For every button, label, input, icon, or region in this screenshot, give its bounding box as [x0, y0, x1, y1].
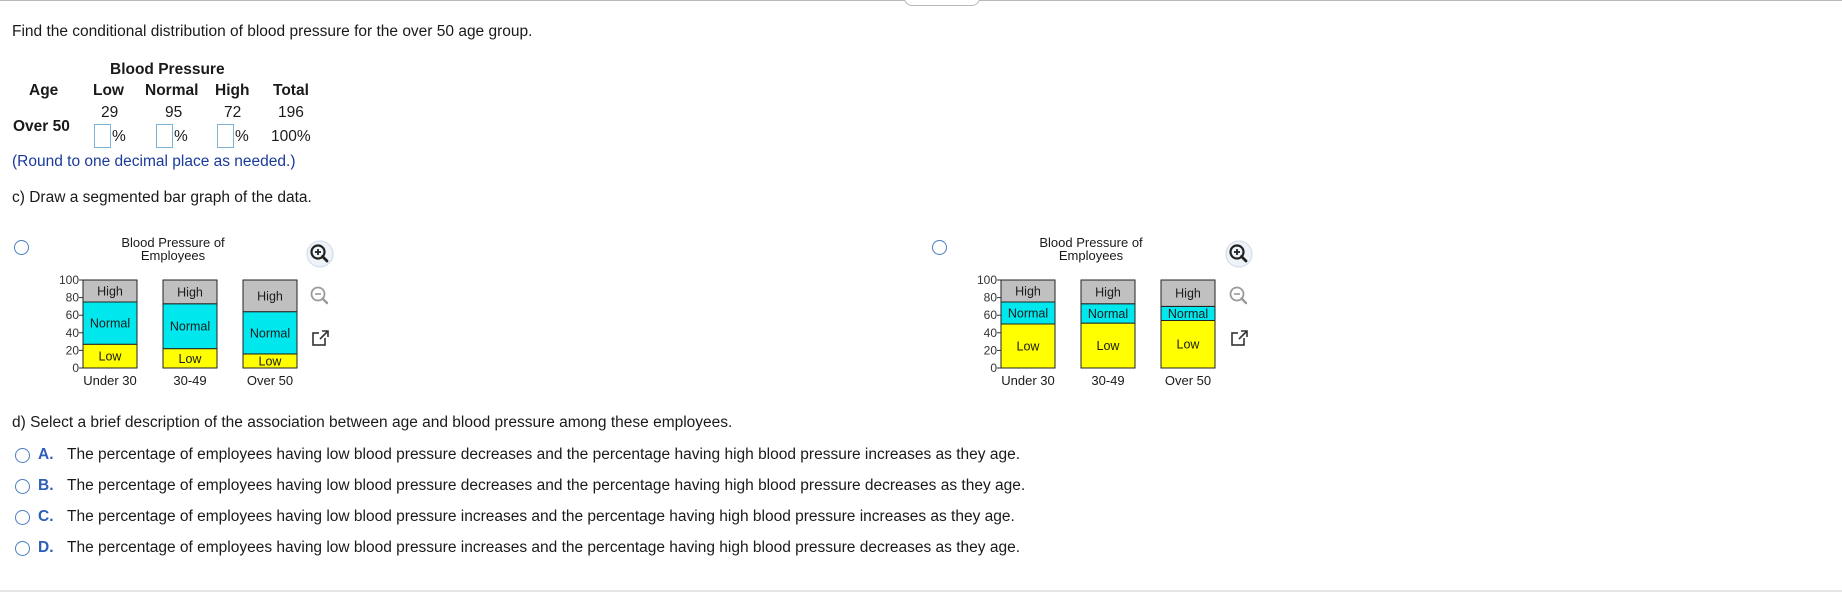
- bar-segment-low: [1000, 323, 1056, 369]
- bar-segment-low: [1160, 319, 1216, 369]
- option-text: The percentage of employees having low b…: [67, 539, 1021, 556]
- segment-label: Normal: [250, 326, 290, 340]
- part-c-prompt: c) Draw a segmented bar graph of the dat…: [12, 189, 312, 206]
- table-group-header: Blood Pressure: [110, 61, 225, 78]
- total-percent: 100%: [271, 128, 311, 145]
- y-tick-label: 40: [66, 326, 80, 340]
- segment-label: Low: [1097, 339, 1121, 353]
- count-low: 29: [101, 104, 119, 121]
- segment-label: Low: [1177, 338, 1201, 352]
- option-letter: C.: [38, 508, 54, 525]
- x-category-label: Over 50: [247, 373, 293, 388]
- segment-label: Low: [179, 352, 203, 366]
- x-category-label: Over 50: [1165, 373, 1211, 388]
- segment-label: Low: [99, 350, 123, 364]
- segment-label: Low: [259, 354, 283, 368]
- segment-label: High: [1095, 285, 1121, 299]
- chart-title: Blood Pressure of: [1039, 235, 1143, 250]
- segment-label: Normal: [1168, 307, 1208, 321]
- low-percent-input[interactable]: [94, 124, 111, 148]
- rounding-hint: (Round to one decimal place as needed.): [12, 153, 296, 170]
- zoom-out-icon[interactable]: [306, 282, 334, 310]
- y-tick-label: 20: [984, 343, 998, 357]
- open-in-new-window-icon[interactable]: [1225, 324, 1253, 352]
- x-category-label: 30-49: [1091, 373, 1124, 388]
- chart-title: Employees: [1059, 248, 1124, 263]
- y-tick-label: 60: [984, 308, 998, 322]
- segment-label: High: [257, 289, 283, 303]
- zoom-out-icon[interactable]: [1225, 282, 1253, 310]
- bar-segment-high: [242, 279, 298, 313]
- bar-segment-high: [1080, 279, 1136, 305]
- y-tick-label: 40: [984, 326, 998, 340]
- bar-segment-high: [162, 279, 218, 305]
- normal-percent-input[interactable]: [156, 124, 173, 148]
- y-tick-label: 0: [990, 361, 997, 375]
- option-letter: D.: [38, 539, 54, 556]
- option-text: The percentage of employees having low b…: [67, 446, 1021, 463]
- segment-label: High: [177, 285, 203, 299]
- bar-segment-high: [82, 279, 138, 303]
- segment-label: Low: [1017, 340, 1041, 354]
- bar-segment-normal: [242, 311, 298, 355]
- bar-segment-low: [1080, 322, 1136, 369]
- chart-title: Employees: [141, 248, 206, 263]
- y-tick-label: 20: [66, 343, 80, 357]
- y-tick-label: 100: [977, 273, 997, 287]
- y-tick-label: 80: [984, 291, 998, 305]
- column-header-normal: Normal: [145, 82, 199, 99]
- column-header-high: High: [215, 82, 250, 99]
- zoom-in-icon[interactable]: [1225, 240, 1253, 268]
- option-text: The percentage of employees having low b…: [67, 477, 1026, 494]
- count-total: 196: [278, 104, 304, 121]
- percent-sign: %: [112, 128, 126, 145]
- segment-label: Normal: [1088, 307, 1128, 321]
- radio-button-icon[interactable]: [15, 541, 30, 556]
- y-tick-label: 100: [59, 273, 79, 287]
- part-d-prompt: d) Select a brief description of the ass…: [12, 414, 733, 431]
- bar-segment-high: [1160, 279, 1216, 307]
- table-row-header: Age: [29, 82, 59, 99]
- chart-option-1-radio[interactable]: [14, 240, 29, 255]
- count-normal: 95: [165, 104, 183, 121]
- open-in-new-window-icon[interactable]: [306, 324, 334, 352]
- radio-button-icon[interactable]: [15, 479, 30, 494]
- segment-label: High: [1175, 287, 1201, 301]
- count-high: 72: [224, 104, 242, 121]
- percent-sign: %: [235, 128, 249, 145]
- radio-button-icon[interactable]: [15, 448, 30, 463]
- x-category-label: Under 30: [83, 373, 136, 388]
- y-tick-label: 60: [66, 308, 80, 322]
- radio-button-icon[interactable]: [15, 510, 30, 525]
- y-tick-label: 80: [66, 291, 80, 305]
- x-category-label: Under 30: [1001, 373, 1054, 388]
- chart-option-2-radio[interactable]: [932, 240, 947, 255]
- segment-label: Normal: [90, 317, 130, 331]
- option-letter: A.: [38, 446, 54, 463]
- percent-sign: %: [174, 128, 188, 145]
- segment-label: Normal: [1008, 307, 1048, 321]
- bottom-divider: [0, 590, 1842, 592]
- option-letter: B.: [38, 477, 54, 494]
- y-tick-label: 0: [72, 361, 79, 375]
- segment-label: Normal: [170, 320, 210, 334]
- segment-label: High: [1015, 285, 1041, 299]
- column-header-total: Total: [273, 82, 309, 99]
- bar-segment-high: [1000, 279, 1056, 303]
- x-category-label: 30-49: [173, 373, 206, 388]
- segment-label: High: [97, 285, 123, 299]
- chart-title: Blood Pressure of: [121, 235, 225, 250]
- column-header-low: Low: [93, 82, 124, 99]
- bar-segment-normal: [82, 301, 138, 345]
- high-percent-input[interactable]: [217, 124, 234, 148]
- collapse-handle[interactable]: [904, 0, 980, 6]
- row-label-over-50: Over 50: [13, 118, 70, 135]
- option-text: The percentage of employees having low b…: [67, 508, 1015, 525]
- question-prompt: Find the conditional distribution of blo…: [12, 23, 533, 40]
- zoom-in-icon[interactable]: [306, 240, 334, 268]
